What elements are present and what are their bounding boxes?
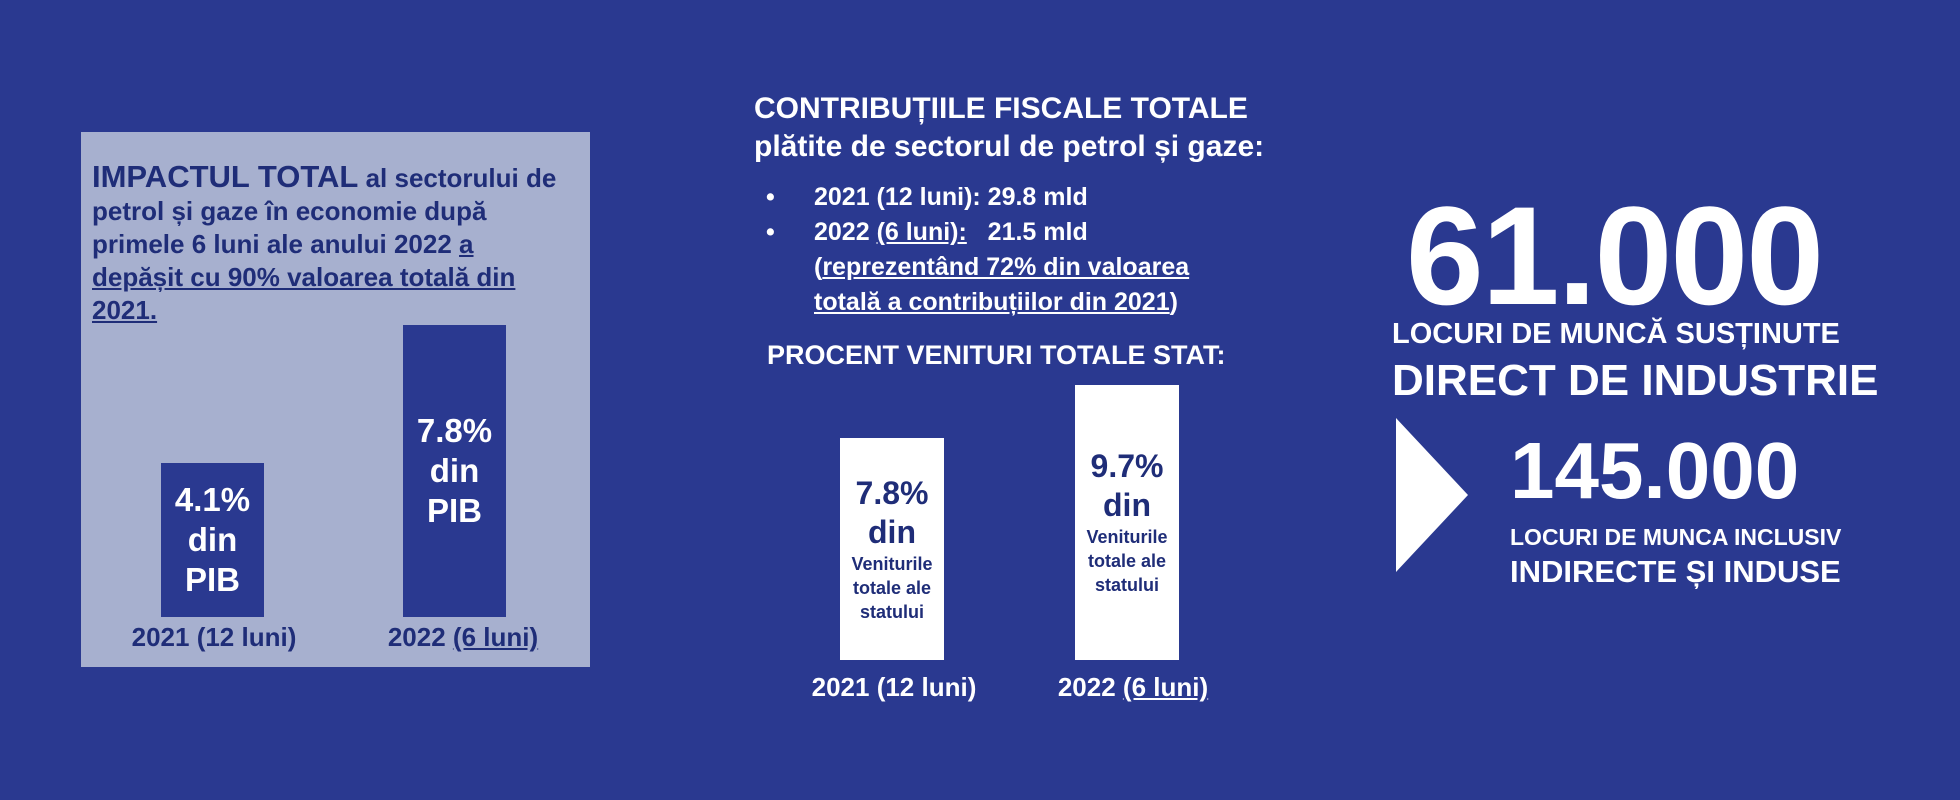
note-close-paren: ) [1169,288,1178,316]
revenue-bar-2022-desc3: statului [1094,575,1159,596]
revenue-bar-2022: 9.7% din Veniturile totale ale statului [1075,384,1179,660]
revenue-xlabel-2021: 2021 (12 luni) [811,672,977,702]
revenue-xlabel-2022-year: 2022 [1057,672,1123,702]
gdp-bar-2022-pib: PIB [426,491,482,529]
revenue-bar-2021-desc2: totale ale [852,578,932,599]
gdp-bar-2021: 4.1% din PIB [161,463,264,617]
gdp-impact-title-bold: IMPACTUL TOTAL [92,159,359,194]
revenue-bar-2022-unit: din [1103,487,1151,524]
gdp-bar-2021-value: 4.1% [174,481,251,519]
revenue-bar-2022-value: 9.7% [1090,448,1164,485]
bullet-dot-2: • [766,218,775,246]
fiscal-bullet-2021: 2021 (12 luni): 29.8 mld [814,183,1088,211]
fiscal-bullet-2022-value: 21.5 mld [966,218,1088,246]
revenue-bar-2022-desc2: totale ale [1087,551,1167,572]
gdp-bar-2022-value: 7.8% [416,411,493,449]
revenue-bar-2021-desc3: statului [859,602,924,623]
note-text: reprezentând 72% din valoarea totală a c… [814,253,1190,316]
fiscal-bullet-2022-note: (reprezentând 72% din valoarea totală a … [814,250,1234,320]
gdp-bar-2021-pib: PIB [184,561,240,599]
note-open-paren: ( [814,253,823,281]
revenue-bar-2021: 7.8% din Veniturile totale ale statului [840,438,944,660]
total-jobs-label-line1: LOCURI DE MUNCA INCLUSIV [1510,524,1842,550]
gdp-xlabel-2022: 2022 (6 luni) [363,622,563,653]
direct-jobs-label-line2: DIRECT DE INDUSTRIE [1392,356,1879,405]
direct-jobs-number: 61.000 [1405,177,1824,334]
total-jobs-number: 145.000 [1510,426,1800,515]
revenue-xlabel-2022-period: (6 luni) [1122,672,1209,702]
fiscal-bullet-2022-period: (6 luni): [876,218,967,246]
fiscal-bullet-2022: 2022 (6 luni): 21.5 mld [814,215,1088,250]
total-jobs-label-line2: INDIRECTE ȘI INDUSE [1510,554,1841,589]
revenue-xlabel-2022: 2022 (6 luni) [1028,672,1238,703]
revenue-bar-2021-unit: din [868,514,916,551]
arrow-right-icon [1396,418,1468,572]
revenue-bar-2021-desc1: Veniturile [851,554,933,575]
revenue-bar-2021-value: 7.8% [855,475,929,512]
revenue-bar-2022-desc1: Veniturile [1086,527,1168,548]
gdp-bar-2022: 7.8% din PIB [403,324,506,617]
gdp-xlabel-2021: 2021 (12 luni) [131,622,297,652]
fiscal-contributions-title: CONTRIBUȚIILE FISCALE TOTALE plătite de … [754,90,1314,166]
fiscal-bullet-2022-year: 2022 [814,218,877,246]
direct-jobs-label-line1: LOCURI DE MUNCĂ SUSȚINUTE [1392,318,1840,350]
gdp-xlabel-2022-period: (6 luni) [452,622,539,652]
gdp-bar-2022-unit: din [429,451,480,489]
fiscal-title-line2: plătite de sectorul de petrol și gaze: [754,130,1265,163]
gdp-xlabel-2022-year: 2022 [387,622,453,652]
bullet-dot-1: • [766,183,775,211]
fiscal-title-line1: CONTRIBUȚIILE FISCALE TOTALE [754,92,1248,125]
gdp-bar-2021-unit: din [187,521,238,559]
gdp-impact-panel: IMPACTUL TOTAL al sectorului de petrol ș… [81,132,590,667]
gdp-impact-title-underlined: a depășit cu 90% valoarea totală din 202… [92,229,516,325]
gdp-impact-title-rest: al sectorului de petrol și gaze în econo… [92,163,557,259]
state-revenue-subtitle: PROCENT VENITURI TOTALE STAT: [767,340,1226,370]
gdp-impact-description: IMPACTUL TOTAL al sectorului de petrol ș… [92,160,562,327]
